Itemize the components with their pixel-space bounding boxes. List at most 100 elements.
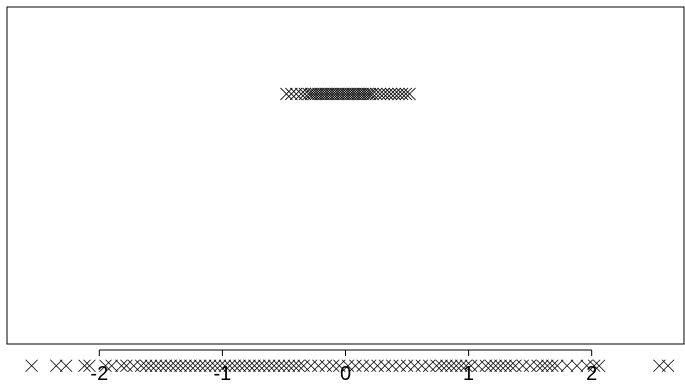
- data-point-series-1: [115, 359, 128, 373]
- data-point-series-1: [653, 359, 666, 373]
- data-point-series-1: [661, 359, 675, 373]
- data-point-series-0: [314, 87, 328, 101]
- data-point-series-1: [449, 359, 463, 373]
- data-point-series-0: [395, 87, 409, 101]
- data-point-series-1: [504, 359, 517, 373]
- data-point-series-1: [257, 359, 271, 373]
- data-point-series-1: [484, 359, 498, 373]
- data-point-series-1: [509, 359, 522, 373]
- data-point-series-1: [203, 359, 217, 373]
- data-point-series-0: [304, 87, 318, 101]
- data-point-series-1: [134, 359, 148, 373]
- data-point-series-0: [339, 87, 352, 101]
- data-point-series-1: [570, 359, 584, 373]
- data-point-series-1: [277, 359, 291, 373]
- data-point-series-0: [329, 87, 342, 101]
- data-point-series-1: [139, 359, 153, 373]
- data-point-series-1: [560, 359, 574, 373]
- data-point-series-0: [399, 87, 413, 101]
- data-point-series-0: [326, 87, 340, 101]
- data-point-series-1: [120, 359, 133, 373]
- data-point-series-1: [489, 359, 502, 373]
- data-point-series-1: [333, 359, 346, 373]
- data-point-series-0: [336, 87, 350, 101]
- data-point-series-1: [262, 359, 276, 373]
- data-point-series-1: [546, 359, 559, 373]
- data-point-series-1: [169, 359, 182, 373]
- data-point-series-1: [105, 359, 118, 373]
- data-point-series-1: [349, 359, 362, 373]
- data-point-series-0: [302, 87, 315, 101]
- data-point-series-1: [208, 359, 222, 373]
- data-point-series-1: [144, 359, 158, 373]
- data-point-series-1: [430, 359, 443, 373]
- data-point-series-1: [83, 359, 96, 373]
- data-point-series-0: [319, 87, 333, 101]
- data-point-series-1: [516, 359, 530, 373]
- data-point-series-1: [341, 359, 355, 373]
- data-point-series-1: [531, 359, 544, 373]
- data-point-series-1: [499, 359, 512, 373]
- data-point-series-1: [400, 359, 414, 373]
- data-point-series-0: [388, 87, 402, 101]
- plot-frame: [6, 6, 685, 345]
- data-point-series-0: [321, 87, 335, 101]
- data-point-series-1: [292, 359, 306, 373]
- data-point-series-1: [174, 359, 187, 373]
- data-point-series-1: [248, 359, 261, 373]
- data-point-series-1: [243, 359, 256, 373]
- data-point-series-0: [331, 87, 345, 101]
- data-point-series-1: [189, 359, 202, 373]
- data-point-series-1: [49, 359, 63, 373]
- data-point-series-1: [445, 359, 458, 373]
- data-point-series-0: [344, 87, 357, 101]
- data-point-series-0: [341, 87, 355, 101]
- data-point-series-1: [233, 359, 246, 373]
- data-point-series-1: [282, 359, 296, 373]
- data-point-series-1: [440, 359, 453, 373]
- data-point-series-0: [361, 87, 374, 101]
- data-point-series-1: [422, 359, 436, 373]
- data-point-series-0: [285, 87, 298, 101]
- data-point-series-0: [294, 87, 308, 101]
- data-point-series-1: [179, 359, 192, 373]
- data-point-series-0: [363, 87, 377, 101]
- data-point-series-1: [378, 359, 392, 373]
- data-point-series-0: [312, 87, 325, 101]
- x-tick-label: 1: [463, 363, 474, 384]
- data-point-series-1: [218, 359, 232, 373]
- data-point-series-1: [272, 359, 286, 373]
- data-point-series-1: [385, 359, 399, 373]
- data-point-series-0: [317, 87, 330, 101]
- data-point-series-0: [356, 87, 370, 101]
- data-point-series-0: [377, 87, 390, 101]
- data-point-series-0: [334, 87, 347, 101]
- data-point-series-1: [159, 359, 173, 373]
- x-tick-label: 0: [340, 363, 351, 384]
- data-point-series-1: [198, 359, 212, 373]
- data-point-series-1: [78, 359, 91, 373]
- data-point-series-0: [298, 87, 312, 101]
- data-point-series-0: [349, 87, 362, 101]
- data-point-series-1: [184, 359, 197, 373]
- x-tick-label: 2: [586, 363, 597, 384]
- data-point-series-1: [127, 359, 141, 373]
- data-point-series-1: [523, 359, 537, 373]
- x-tick-label: -1: [214, 363, 232, 384]
- data-point-series-1: [154, 359, 168, 373]
- data-point-series-1: [267, 359, 281, 373]
- data-point-series-0: [280, 87, 293, 101]
- x-tick-label: -2: [90, 363, 108, 384]
- data-point-series-0: [309, 87, 323, 101]
- data-point-series-0: [307, 87, 320, 101]
- data-point-series-0: [351, 87, 365, 101]
- data-point-series-1: [479, 359, 493, 373]
- data-point-series-1: [363, 359, 377, 373]
- data-point-series-1: [356, 359, 370, 373]
- data-point-series-1: [541, 359, 554, 373]
- data-point-series-1: [319, 359, 333, 373]
- data-point-series-0: [381, 87, 394, 101]
- data-point-series-0: [358, 87, 372, 101]
- data-point-series-1: [238, 359, 251, 373]
